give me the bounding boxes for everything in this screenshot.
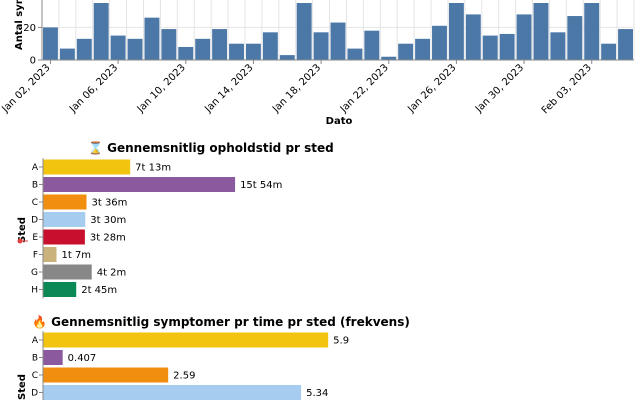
chart1-bar [144,17,160,60]
chart1-bar [110,35,126,60]
chart1-axes [41,0,634,61]
chart2-value-label: 15t 54m [240,180,282,191]
chart2-bar [43,264,92,280]
chart1-bar [212,29,228,60]
chart2-bar [43,229,85,245]
chart3-category-label: A [32,336,39,346]
chart1-bar [550,32,566,60]
chart1-x-axis-title: Dato [326,116,353,127]
chart1-x-tick-label: Feb 03, 2023 [540,62,594,116]
chart2-bar [43,177,236,192]
chart2-category-label: B [32,181,38,191]
chart1-bar [313,32,329,60]
chart3-bar [43,385,302,400]
chart1-bar [448,3,464,60]
chart1-y-axis-title: Antal symp [14,0,25,50]
chart2-category-label: A [32,163,39,173]
chart2-y-axis-title: Sted [17,217,28,243]
chart3-bars: A 5.9 B 0.407 C 2.59 D 5.34 [31,331,349,400]
chart1-bar [618,29,633,60]
chart2-category-label: F [33,251,38,261]
chart1-x-tick-label: Jan 22, 2023 [338,62,391,115]
chart1-bar [59,48,75,60]
chart3-bar [43,367,169,383]
chart2-value-label: 4t 2m [97,268,127,279]
chart2-bar [43,194,87,210]
chart1-bar [76,38,92,60]
chart3-category-label: B [32,354,38,364]
chart3-value-label: 5.9 [333,336,349,347]
chart2-value-label: 3t 36m [91,198,127,209]
chart2-value-label: 2t 45m [81,285,117,296]
chart1-bar [533,3,549,60]
cursor-marker [17,238,23,244]
chart2-title: ⌛ Gennemsnitlig opholdstid pr sted [88,141,334,155]
chart2-value-label: 3t 28m [90,233,126,244]
chart2-value-label: 7t 13m [135,163,171,174]
chart1-x-tick-label: Jan 18, 2023 [270,62,323,115]
chart1-bar [195,38,211,60]
chart1-x-tick-label: Jan 30, 2023 [473,62,526,115]
chart1-bar [127,38,143,60]
chart3-bar [43,350,63,365]
chart1-bar [499,33,515,60]
chart2-category-label: H [31,286,38,296]
chart1-y-tick-label: 0 [30,56,36,67]
chart1-x-ticks: Jan 02, 2023 Jan 06, 2023 Jan 10, 2023 Jan … [0,60,594,116]
chart1-bars [43,3,633,61]
chart1-bar [347,48,363,60]
chart2-bar [43,212,86,227]
chart3-category-label: D [31,389,38,399]
chart1-y-tick-label: 20 [23,23,36,34]
chart1-bar [262,32,278,60]
chart1-bar [601,43,617,60]
chart2-category-label: C [32,198,38,208]
chart1-bar [279,55,295,60]
chart2-category-label: G [31,268,38,278]
chart2-value-label: 3t 30m [90,215,126,226]
chart1-bar [330,22,346,61]
chart1-bar [296,3,312,60]
chart1-bar [567,16,583,60]
chart2-value-label: 1t 7m [61,250,91,261]
chart1-bar [415,38,431,60]
chart1-y-ticks: 0 20 [23,23,42,67]
chart2-bar [43,282,77,297]
chart1-x-tick-label: Jan 26, 2023 [405,62,458,115]
chart1-bar [93,3,109,60]
chart1-bar [364,30,380,60]
chart2-category-label: D [31,216,38,226]
chart1-bar [398,43,414,60]
chart3-category-label: C [32,371,38,381]
chart1-bar [43,27,58,60]
chart3-title: 🔥 Gennemsnitlig symptomer pr time pr ste… [32,315,410,329]
chart2-category-label: E [32,233,38,243]
chart1-bar [584,3,600,60]
chart2-bar [43,247,57,262]
chart3-value-label: 0.407 [68,353,97,364]
chart1-bar [161,29,177,60]
chart3-y-axis-title: Sted [17,374,28,400]
chart3-value-label: 5.34 [306,388,328,399]
chart3-bar [43,332,329,348]
chart3-value-label: 2.59 [173,371,195,382]
chart2-bars: A 7t 13m B 15t 54m C 3t 36m D 3t 30m E 3t 28m F 1t … [31,158,282,299]
chart1-x-tick-label: Jan 06, 2023 [67,62,120,115]
chart1-x-tick-label: Jan 02, 2023 [0,62,53,115]
chart1-bar [229,43,244,60]
chart1-bar [245,43,261,60]
chart1-bar [178,46,194,60]
chart1-bar [482,35,498,60]
chart1-bar [381,56,397,60]
chart1-bar [465,14,481,60]
chart1-bar [516,14,532,60]
chart1-x-tick-label: Jan 14, 2023 [202,62,255,115]
chart1-bar [432,25,447,60]
chart2-bar [43,159,131,175]
chart1-x-tick-label: Jan 10, 2023 [135,62,188,115]
